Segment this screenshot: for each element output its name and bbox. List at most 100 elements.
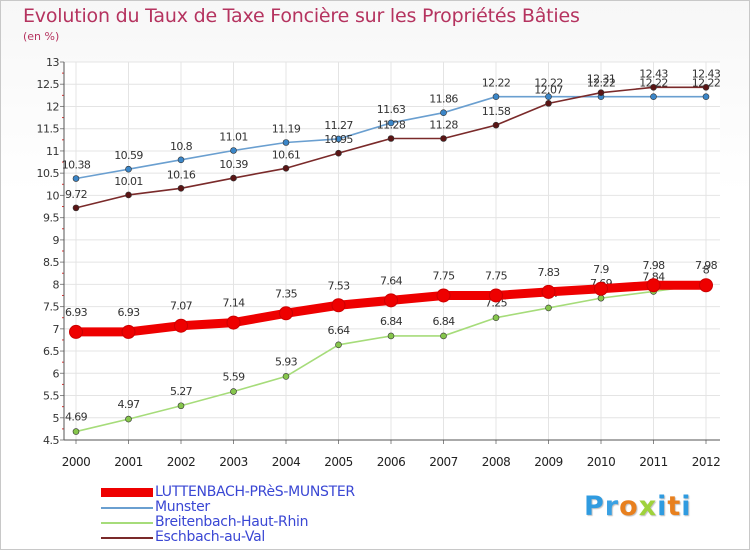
data-label-munster: 11.86 bbox=[429, 93, 458, 106]
y-tick-label: 13 bbox=[46, 56, 59, 69]
data-point-luttenbach-pr-s-munster bbox=[646, 278, 661, 293]
data-point-eschbach-au-val bbox=[177, 184, 185, 192]
data-point-eschbach-au-val bbox=[72, 204, 80, 212]
data-point-breitenbach-haut-rhin bbox=[387, 332, 395, 340]
y-tick-label: 8 bbox=[53, 278, 60, 291]
data-point-luttenbach-pr-s-munster bbox=[541, 284, 556, 299]
data-point-breitenbach-haut-rhin bbox=[177, 402, 185, 410]
data-label-luttenbach-pr-s-munster: 7.07 bbox=[170, 300, 193, 313]
data-point-breitenbach-haut-rhin bbox=[597, 294, 605, 302]
data-label-eschbach-au-val: 10.95 bbox=[324, 133, 353, 146]
y-tick-label: 7.5 bbox=[43, 301, 59, 314]
data-point-eschbach-au-val bbox=[125, 191, 132, 199]
data-label-breitenbach-haut-rhin: 4.69 bbox=[65, 411, 88, 424]
data-point-munster bbox=[125, 165, 132, 173]
x-tick-label: 2002 bbox=[167, 455, 196, 469]
data-point-luttenbach-pr-s-munster bbox=[69, 324, 83, 339]
logo-letter: r bbox=[604, 491, 620, 522]
legend-label: Eschbach-au-Val bbox=[155, 529, 265, 545]
data-label-eschbach-au-val: 12.43 bbox=[692, 67, 721, 80]
data-point-munster bbox=[72, 175, 80, 182]
y-tick-label: 6 bbox=[53, 367, 60, 380]
data-label-munster: 12.22 bbox=[482, 77, 511, 90]
data-point-munster bbox=[177, 156, 185, 164]
data-point-eschbach-au-val bbox=[230, 174, 237, 182]
legend-label: Munster bbox=[155, 499, 210, 515]
data-point-munster bbox=[282, 139, 290, 146]
data-label-munster: 11.63 bbox=[377, 103, 406, 116]
y-tick-label: 6.5 bbox=[43, 345, 59, 358]
legend-label: Breitenbach-Haut-Rhin bbox=[155, 514, 309, 530]
y-tick-label: 10.5 bbox=[37, 167, 60, 180]
x-tick-label: 2011 bbox=[639, 455, 668, 469]
data-point-eschbach-au-val bbox=[702, 84, 710, 91]
data-label-breitenbach-haut-rhin: 7.84 bbox=[642, 270, 665, 283]
data-label-munster: 10.38 bbox=[62, 159, 91, 172]
y-tick-label: 5.5 bbox=[43, 390, 59, 403]
data-point-eschbach-au-val bbox=[387, 135, 395, 142]
x-tick-label: 2003 bbox=[219, 455, 248, 469]
data-point-luttenbach-pr-s-munster bbox=[331, 298, 346, 313]
y-tick-label: 11 bbox=[46, 145, 59, 158]
data-point-eschbach-au-val bbox=[440, 135, 447, 142]
data-label-munster: 12.22 bbox=[692, 77, 721, 90]
logo-letter: P bbox=[584, 491, 605, 522]
data-label-eschbach-au-val: 12.43 bbox=[639, 67, 668, 80]
data-point-breitenbach-haut-rhin bbox=[230, 388, 237, 395]
data-label-breitenbach-haut-rhin: 6.64 bbox=[327, 324, 350, 337]
logo-letter: i bbox=[681, 491, 692, 522]
data-point-eschbach-au-val bbox=[492, 121, 500, 129]
data-label-eschbach-au-val: 11.28 bbox=[429, 118, 458, 131]
data-label-munster: 11.27 bbox=[324, 119, 353, 132]
data-label-luttenbach-pr-s-munster: 6.93 bbox=[65, 306, 88, 319]
data-point-munster bbox=[650, 93, 657, 100]
y-tick-label: 7 bbox=[53, 323, 60, 336]
data-label-luttenbach-pr-s-munster: 7.75 bbox=[432, 269, 455, 282]
y-tick-label: 12 bbox=[46, 100, 59, 113]
data-label-eschbach-au-val: 10.61 bbox=[272, 148, 301, 161]
data-label-luttenbach-pr-s-munster: 7.83 bbox=[537, 266, 560, 279]
data-label-munster: 10.8 bbox=[170, 140, 193, 153]
logo-letter: x bbox=[638, 491, 658, 522]
legend-swatch bbox=[101, 537, 153, 539]
x-tick-label: 2005 bbox=[324, 455, 353, 469]
data-point-munster bbox=[702, 93, 710, 100]
logo-letter: t bbox=[667, 491, 682, 522]
data-point-eschbach-au-val bbox=[545, 100, 552, 107]
logo-letter: o bbox=[619, 491, 639, 522]
data-label-breitenbach-haut-rhin: 5.93 bbox=[275, 355, 298, 368]
data-label-luttenbach-pr-s-munster: 7.98 bbox=[695, 259, 718, 272]
data-point-munster bbox=[335, 135, 342, 143]
data-point-breitenbach-haut-rhin bbox=[335, 341, 342, 349]
legend-swatch bbox=[101, 522, 153, 524]
data-label-luttenbach-pr-s-munster: 7.9 bbox=[593, 263, 609, 276]
data-label-eschbach-au-val: 12.31 bbox=[587, 73, 616, 86]
data-label-munster: 10.59 bbox=[114, 149, 143, 162]
data-label-munster: 11.01 bbox=[219, 130, 248, 143]
y-tick-label: 5 bbox=[53, 412, 60, 425]
data-point-eschbach-au-val bbox=[335, 149, 342, 157]
data-point-eschbach-au-val bbox=[282, 164, 290, 172]
proxiti-logo[interactable]: Proxiti bbox=[584, 491, 692, 522]
y-tick-label: 8.5 bbox=[43, 256, 59, 269]
data-label-eschbach-au-val: 10.39 bbox=[219, 158, 248, 171]
data-point-eschbach-au-val bbox=[597, 89, 605, 96]
x-tick-label: 2010 bbox=[587, 455, 616, 469]
x-tick-label: 2001 bbox=[114, 455, 143, 469]
data-label-luttenbach-pr-s-munster: 7.64 bbox=[380, 274, 403, 287]
x-tick-label: 2006 bbox=[377, 455, 406, 469]
chart-title: Evolution du Taux de Taxe Foncière sur l… bbox=[23, 5, 580, 27]
data-point-luttenbach-pr-s-munster bbox=[279, 306, 293, 321]
x-tick-label: 2008 bbox=[482, 455, 511, 469]
y-tick-label: 10 bbox=[46, 189, 59, 202]
data-point-munster bbox=[387, 119, 395, 127]
data-point-luttenbach-pr-s-munster bbox=[489, 288, 503, 303]
y-tick-label: 9 bbox=[53, 234, 60, 247]
data-label-munster: 12.22 bbox=[639, 77, 668, 90]
data-label-eschbach-au-val: 11.58 bbox=[482, 105, 511, 118]
data-label-luttenbach-pr-s-munster: 7.14 bbox=[222, 297, 245, 310]
data-label-eschbach-au-val: 12.07 bbox=[534, 83, 563, 96]
data-point-luttenbach-pr-s-munster bbox=[436, 288, 451, 303]
